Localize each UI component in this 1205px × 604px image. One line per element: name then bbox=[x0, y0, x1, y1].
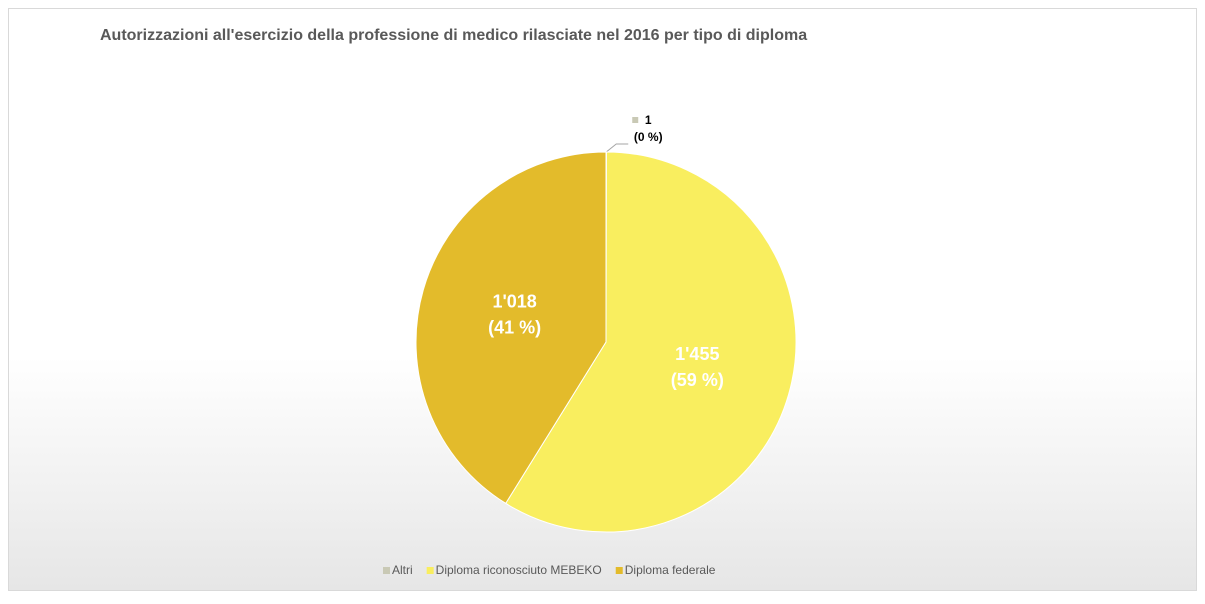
data-label: 1'455 bbox=[675, 344, 719, 364]
data-label: (0 %) bbox=[634, 130, 663, 144]
data-label: 1'018 bbox=[492, 292, 536, 312]
data-label: 1 bbox=[645, 113, 652, 127]
legend-swatch bbox=[616, 567, 623, 574]
legend-swatch bbox=[383, 567, 390, 574]
legend-label: Diploma riconosciuto MEBEKO bbox=[436, 563, 602, 577]
label-key bbox=[632, 117, 638, 123]
legend-label: Altri bbox=[392, 563, 413, 577]
chart-title: Autorizzazioni all'esercizio della profe… bbox=[100, 27, 807, 44]
data-label: (41 %) bbox=[488, 318, 541, 338]
legend-label: Diploma federale bbox=[625, 563, 716, 577]
data-label: (59 %) bbox=[671, 370, 724, 390]
legend-swatch bbox=[427, 567, 434, 574]
